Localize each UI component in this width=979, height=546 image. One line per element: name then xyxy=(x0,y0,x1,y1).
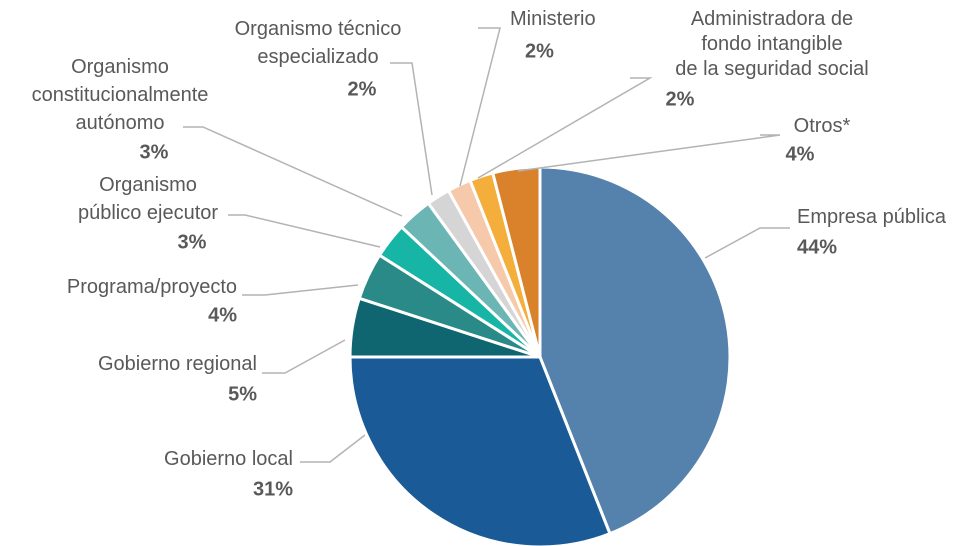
leader-line xyxy=(262,339,346,374)
slice-label-line: Organismo xyxy=(71,56,169,78)
slice-label-line: autónomo xyxy=(76,112,165,134)
slice-label: Organismo técnico especializado xyxy=(235,18,402,68)
slice-label-line: fondo intangible xyxy=(701,33,842,55)
value-label: 3% xyxy=(178,231,207,253)
slice-label: Organismo público ejecutor xyxy=(78,174,218,224)
slice-label-line: Organismo xyxy=(99,174,197,196)
value-label: 5% xyxy=(228,383,257,405)
slice-label: Organismo constitucionalmente autónomo xyxy=(32,56,209,134)
value-label: 4% xyxy=(208,304,237,326)
slice-label: Gobierno regional xyxy=(98,353,257,375)
value-label: 2% xyxy=(348,78,377,100)
pie-slice xyxy=(348,355,612,546)
slice-label-line: Otros* xyxy=(794,115,851,137)
slice-label-line: constitucionalmente xyxy=(32,84,209,106)
value-label: 3% xyxy=(140,141,169,163)
leader-line xyxy=(477,77,653,179)
slice-label-line: Ministerio xyxy=(510,8,596,30)
value-label: 4% xyxy=(786,143,815,165)
slice-label-line: público ejecutor xyxy=(78,202,218,224)
value-label: 31% xyxy=(253,478,293,500)
leader-line xyxy=(704,227,790,259)
leader-line xyxy=(390,62,433,196)
leader-line xyxy=(228,214,381,248)
leader-line xyxy=(300,434,366,463)
pie-slice xyxy=(538,165,732,536)
slice-label: Gobierno local xyxy=(164,448,293,470)
slice-label: Ministerio xyxy=(510,8,596,30)
leader-line xyxy=(459,27,501,187)
slice-label: Administradora de fondo intangible de la s… xyxy=(675,8,868,80)
slice-label: Otros* xyxy=(794,115,851,137)
value-label: 2% xyxy=(525,40,554,62)
slice-label: Empresa pública xyxy=(797,206,947,228)
leader-line xyxy=(517,134,781,172)
value-label: 44% xyxy=(797,236,837,258)
slice-label-line: Gobierno regional xyxy=(98,353,257,375)
leader-line xyxy=(183,126,403,217)
pie-slice xyxy=(490,165,542,358)
slice-label-line: Administradora de xyxy=(691,8,853,30)
slice-label-line: Organismo técnico xyxy=(235,18,402,40)
slice-label-line: especializado xyxy=(257,46,378,68)
slice-label-line: de la seguridad social xyxy=(675,58,868,80)
value-label: 2% xyxy=(666,88,695,110)
leader-line xyxy=(242,284,359,296)
slice-label-line: Empresa pública xyxy=(797,206,947,228)
slice-label-line: Programa/proyecto xyxy=(67,276,237,298)
slice-label-line: Gobierno local xyxy=(164,448,293,470)
slice-label: Programa/proyecto xyxy=(67,276,237,298)
